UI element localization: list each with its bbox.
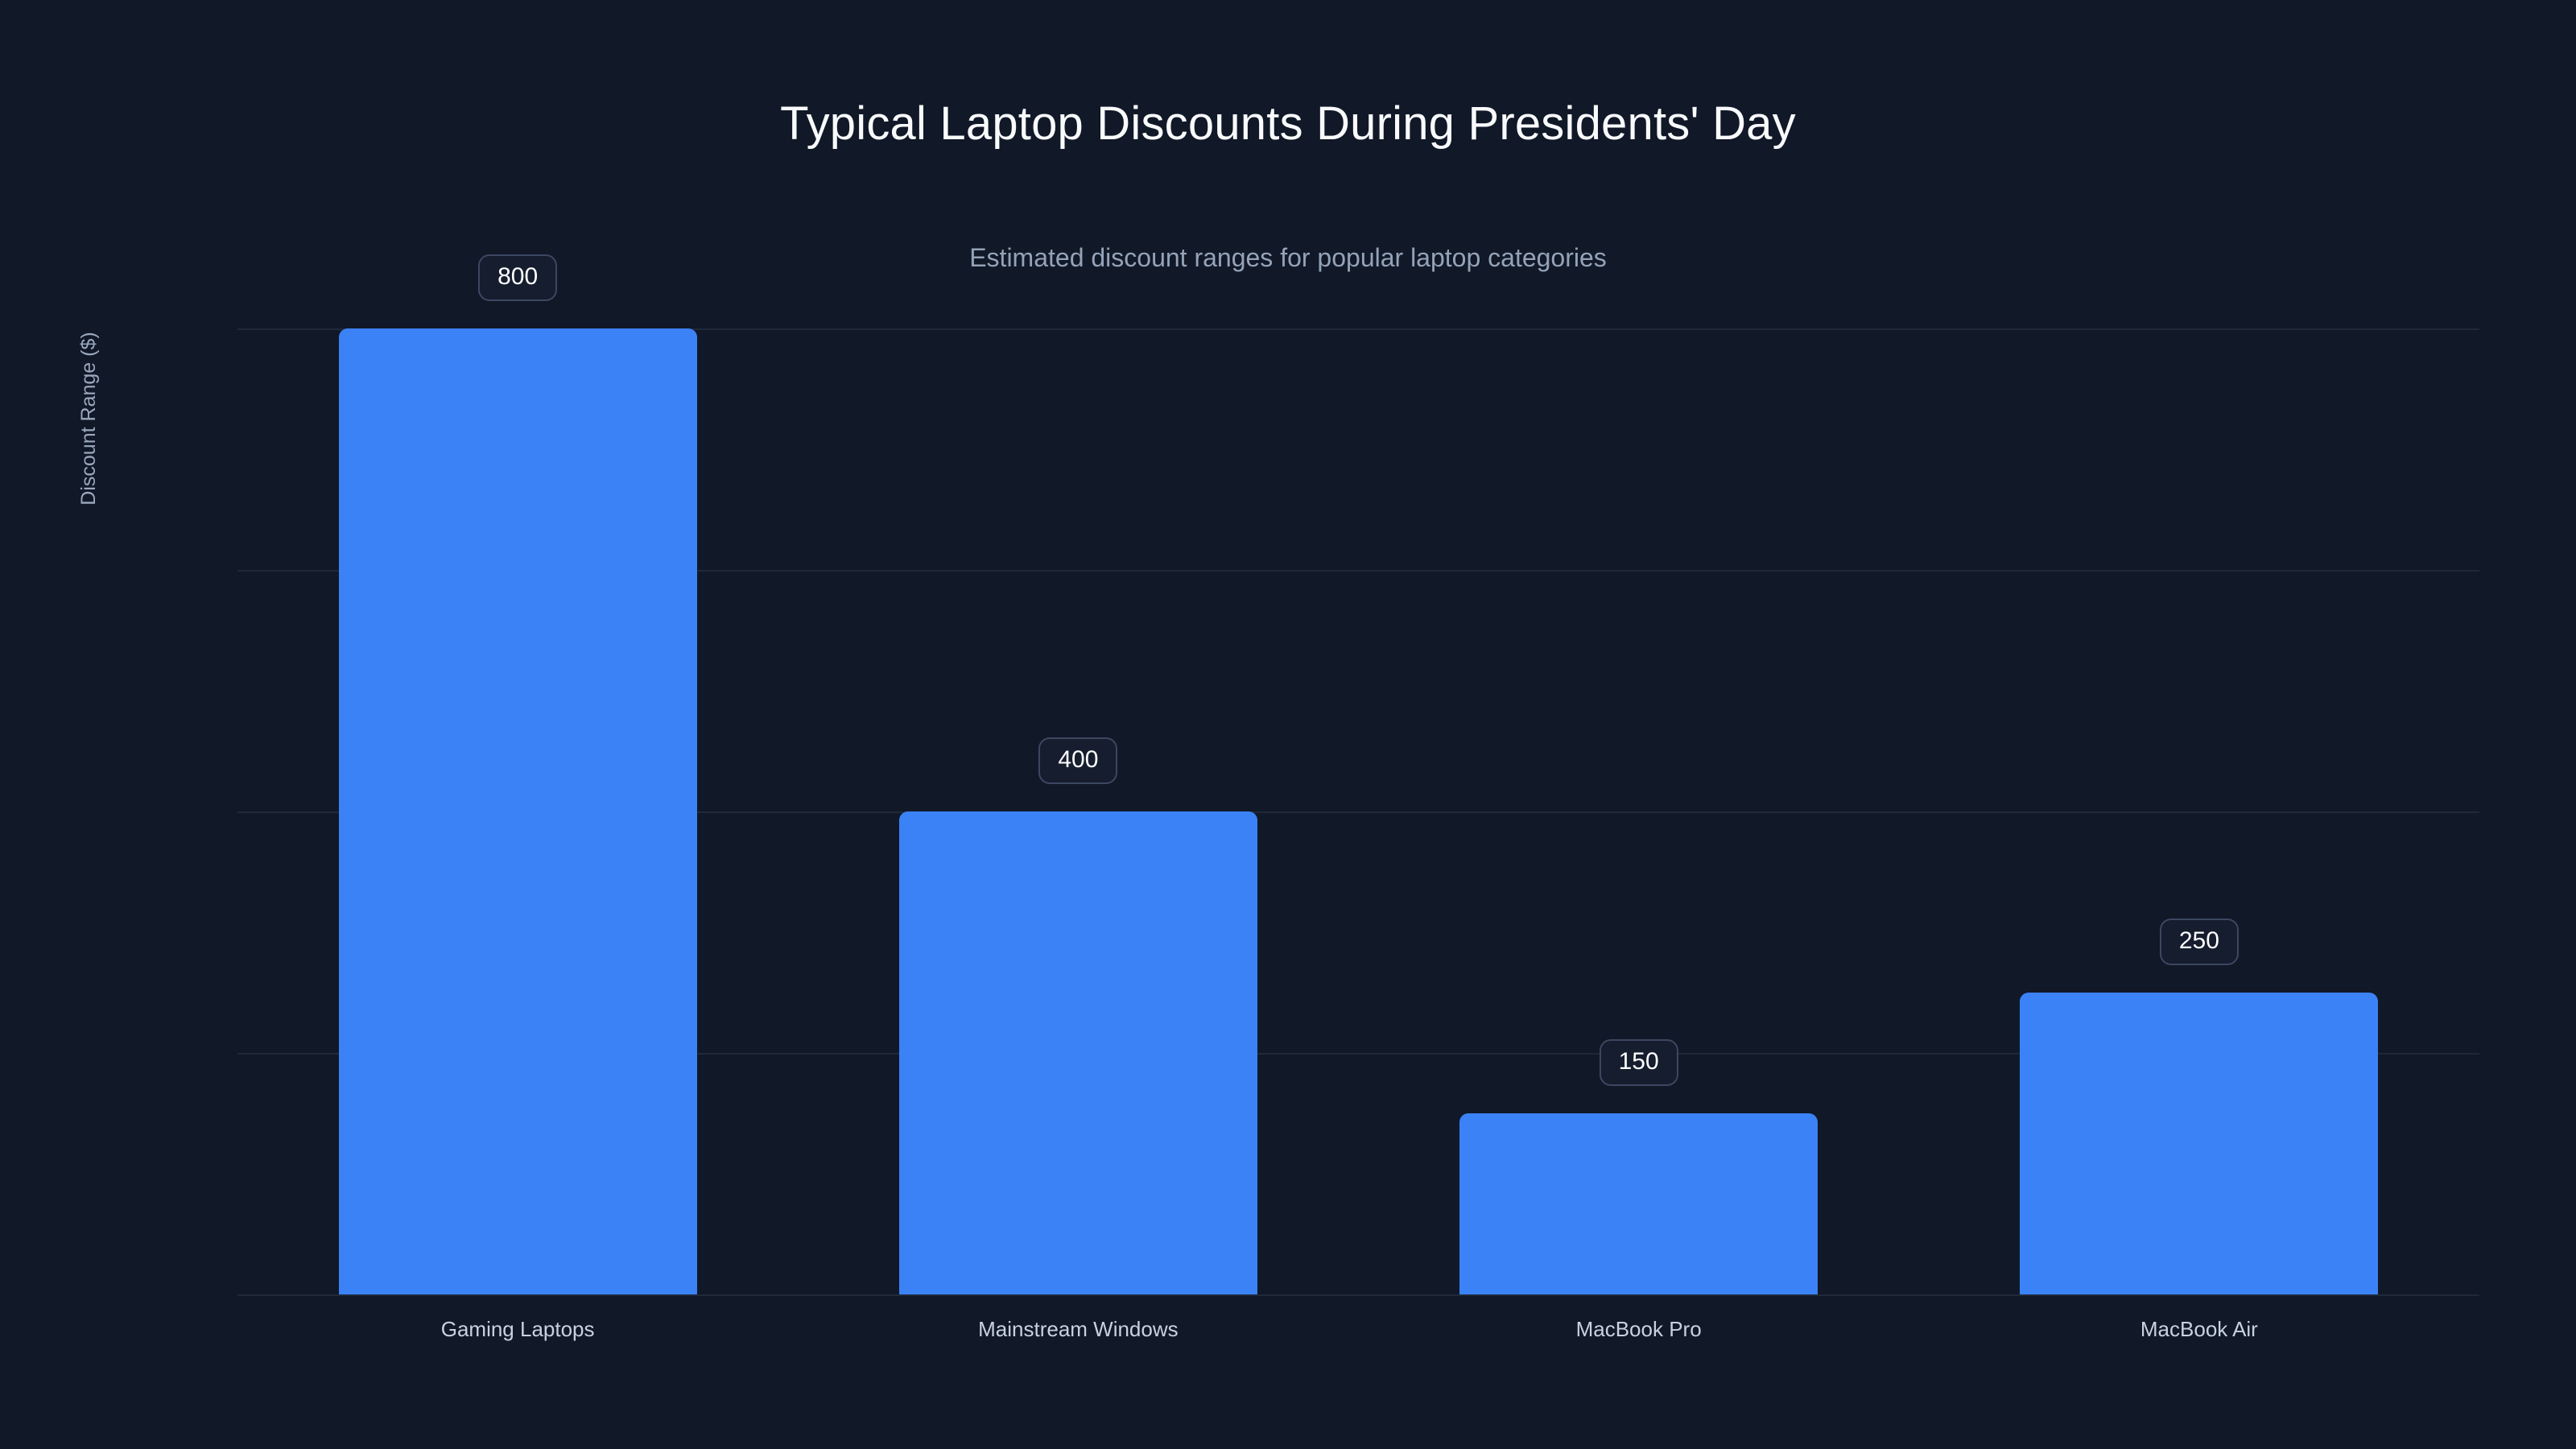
- bar-value-label: 150: [1599, 1039, 1678, 1086]
- gridline: [237, 1053, 2479, 1055]
- chart-subtitle: Estimated discount ranges for popular la…: [969, 243, 1607, 272]
- bar[interactable]: [898, 811, 1257, 1294]
- gridline: [237, 570, 2479, 572]
- bar[interactable]: [1459, 1113, 1818, 1294]
- bar-group[interactable]: 250 MacBook Air: [2020, 328, 2379, 1341]
- bar-value-label: 250: [2159, 919, 2239, 965]
- y-axis-title: Discount Range ($): [77, 332, 100, 506]
- x-axis-category-label: Mainstream Windows: [978, 1317, 1179, 1341]
- bar-group[interactable]: 150 MacBook Pro: [1459, 328, 1818, 1341]
- bar-group[interactable]: 400 Mainstream Windows: [898, 328, 1257, 1341]
- bar-group[interactable]: 800 Gaming Laptops: [338, 254, 697, 1341]
- gridline: [237, 811, 2479, 813]
- bar-value-label: 800: [478, 254, 558, 301]
- x-axis-category-label: MacBook Pro: [1575, 1317, 1702, 1341]
- gridline: [237, 1294, 2479, 1296]
- bar-value-label: 400: [1038, 737, 1118, 784]
- bar[interactable]: [2020, 993, 2379, 1294]
- x-axis-category-label: MacBook Air: [2140, 1317, 2258, 1341]
- bar[interactable]: [338, 328, 697, 1294]
- chart-title: Typical Laptop Discounts During Presiden…: [780, 97, 1796, 150]
- x-axis-category-label: Gaming Laptops: [440, 1317, 595, 1341]
- gridline: [237, 328, 2479, 330]
